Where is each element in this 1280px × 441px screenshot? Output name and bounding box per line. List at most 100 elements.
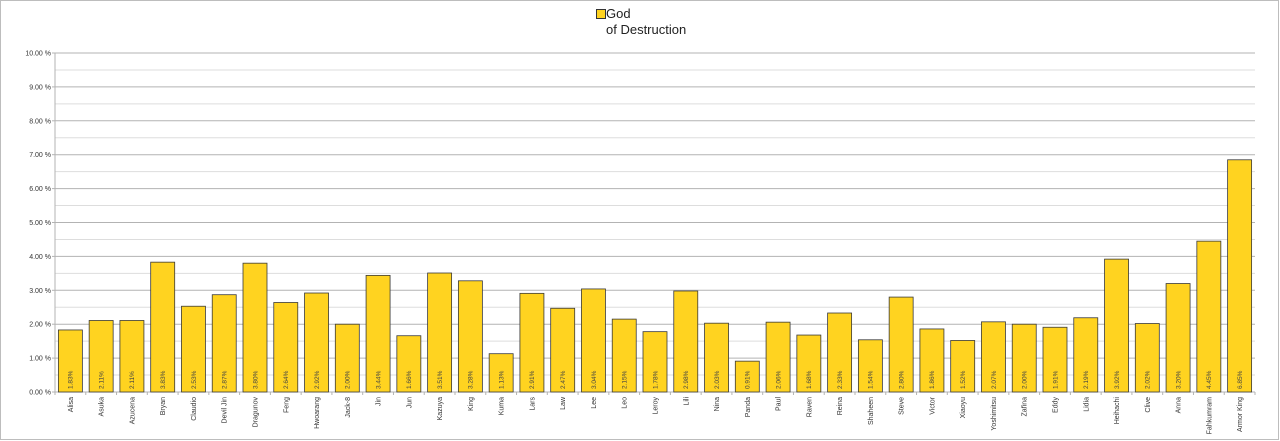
- x-tick-label: Kuma: [499, 397, 506, 415]
- bar: [519, 292, 545, 393]
- x-tick-label: Bryan: [160, 397, 167, 415]
- x-tick-label: Eddy: [1053, 397, 1060, 413]
- x-tick-label: Raven: [806, 397, 813, 417]
- x-tick-label: Reina: [837, 397, 844, 415]
- bar: [765, 321, 791, 393]
- x-tick-label: Heihachi: [1114, 397, 1121, 425]
- x-tick-label: Hwoarang: [314, 397, 321, 429]
- bar: [150, 261, 176, 393]
- x-tick-label: Asuka: [99, 397, 106, 417]
- x-tick-label: Lidia: [1083, 397, 1090, 412]
- x-tick-label: Devil Jin: [222, 397, 229, 424]
- data-label: 2.92%: [314, 370, 321, 389]
- bar: [427, 272, 453, 393]
- data-label: 1.86%: [929, 370, 936, 389]
- bar: [211, 294, 237, 393]
- data-label: 3.20%: [1175, 370, 1182, 389]
- y-tick-label: 9.00 %: [29, 84, 51, 91]
- data-label: 1.83%: [68, 370, 75, 389]
- y-tick-label: 3.00 %: [29, 288, 51, 295]
- bar: [334, 323, 360, 393]
- legend-label-line2: of Destruction: [606, 22, 687, 37]
- bar: [119, 320, 145, 393]
- bar: [1011, 323, 1037, 393]
- bar: [488, 353, 514, 393]
- x-tick-label: Yoshimitsu: [991, 397, 998, 431]
- x-tick-label: Leo: [622, 397, 629, 409]
- y-tick-label: 1.00 %: [29, 356, 51, 363]
- bar: [981, 321, 1006, 393]
- legend-label: God of Destruction: [606, 6, 716, 38]
- bar: [550, 307, 576, 393]
- y-tick-label: 10.00 %: [25, 51, 51, 58]
- x-tick-label: Zafina: [1022, 397, 1029, 417]
- data-label: 3.51%: [437, 370, 444, 389]
- x-tick-label: Dragunov: [253, 397, 260, 428]
- data-label: 3.83%: [160, 370, 167, 389]
- x-tick-label: Panda: [745, 397, 752, 417]
- bar: [1104, 258, 1129, 393]
- data-label: 3.80%: [252, 370, 259, 389]
- x-tick-label: Jin: [376, 397, 383, 406]
- x-tick-label: Lars: [529, 397, 536, 411]
- bar: [88, 320, 114, 393]
- y-tick-label: 2.00 %: [29, 322, 51, 329]
- y-tick-label: 8.00 %: [29, 118, 51, 125]
- data-label: 4.45%: [1206, 370, 1213, 389]
- bar: [1165, 283, 1191, 393]
- x-tick-label: Azucena: [129, 397, 136, 424]
- x-tick-label: Feng: [283, 397, 290, 413]
- bar: [273, 302, 299, 393]
- y-tick-label: 5.00 %: [29, 220, 51, 227]
- bar: [642, 331, 668, 393]
- bar: [1042, 326, 1068, 393]
- data-label: 2.11%: [129, 371, 136, 389]
- x-tick-label: Anna: [1176, 397, 1183, 413]
- bar: [181, 305, 206, 393]
- data-label: 2.87%: [222, 370, 229, 389]
- data-label: 2.33%: [837, 370, 844, 389]
- y-tick-label: 4.00 %: [29, 254, 51, 261]
- x-tick-label: Kazuya: [437, 397, 444, 420]
- data-label: 2.02%: [1145, 370, 1152, 389]
- x-tick-label: King: [468, 397, 475, 411]
- x-tick-label: Leroy: [653, 397, 660, 415]
- x-tick-label: Lili: [683, 397, 690, 406]
- x-tick-label: Nina: [714, 397, 721, 412]
- x-tick-label: Alisa: [68, 397, 75, 412]
- y-tick-label: 0.00 %: [29, 390, 51, 397]
- y-tick-label: 7.00 %: [29, 152, 51, 159]
- data-label: 3.28%: [468, 370, 475, 389]
- bar: [396, 335, 422, 393]
- data-label: 2.03%: [714, 370, 721, 389]
- bar: [796, 334, 822, 393]
- data-label: 2.64%: [283, 370, 290, 389]
- legend-label-line1: God: [606, 6, 631, 21]
- x-tick-label: Steve: [899, 397, 906, 415]
- x-tick-label: Victor: [929, 396, 936, 414]
- x-tick-label: Paul: [776, 397, 783, 411]
- bar: [1196, 240, 1222, 393]
- data-label: 2.15%: [622, 370, 629, 389]
- x-tick-label: Armor King: [1237, 397, 1244, 432]
- bar: [919, 328, 945, 393]
- x-tick-label: Claudio: [191, 397, 198, 421]
- x-tick-label: Jack-8: [345, 397, 352, 418]
- data-label: 2.00%: [345, 370, 352, 389]
- data-label: 2.98%: [683, 370, 690, 389]
- data-label: 0.91%: [745, 370, 752, 389]
- bar: [457, 280, 483, 393]
- bar: [888, 296, 914, 393]
- data-label: 2.80%: [898, 370, 905, 389]
- bar: [57, 329, 83, 393]
- bar: [734, 360, 760, 393]
- data-label: 2.53%: [191, 370, 198, 389]
- data-label: 6.85%: [1237, 370, 1244, 389]
- bar: [1134, 323, 1160, 393]
- bar: [1227, 159, 1253, 393]
- x-tick-label: Law: [560, 396, 567, 410]
- bar: [950, 340, 976, 393]
- x-tick-label: Fahkumram: [1206, 397, 1213, 435]
